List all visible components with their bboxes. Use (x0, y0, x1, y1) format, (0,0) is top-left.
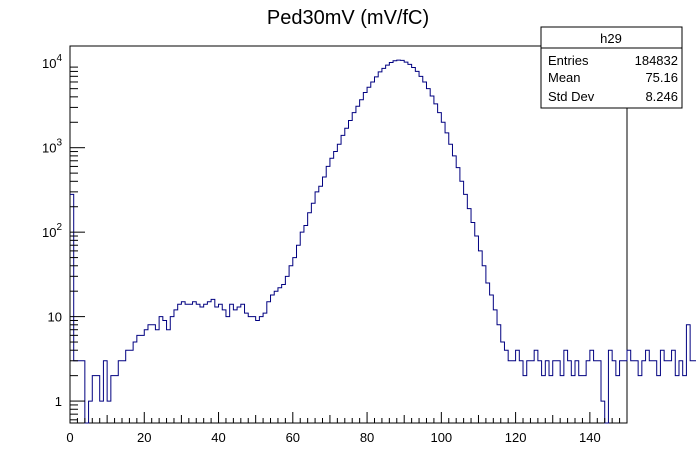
stats-histogram-name: h29 (600, 31, 622, 46)
chart-title: Ped30mV (mV/fC) (267, 7, 429, 29)
x-tick-label: 80 (360, 430, 374, 445)
plot-frame (69, 45, 628, 424)
x-tick-label: 100 (430, 430, 452, 445)
stats-entries-label: Entries (548, 53, 589, 68)
x-tick-label: 20 (137, 430, 151, 445)
y-axis: 1 10 102 103 104 (42, 53, 85, 421)
y-tick-label: 1 (55, 394, 62, 409)
y-tick-label: 102 (42, 222, 62, 240)
x-tick-label: 0 (66, 430, 73, 445)
x-tick-label: 40 (211, 430, 225, 445)
histogram-line (70, 59, 696, 424)
histogram-series (70, 59, 696, 424)
x-tick-label: 120 (505, 430, 527, 445)
y-tick-label: 10 (48, 310, 62, 325)
stats-box: h29 Entries 184832 Mean 75.16 Std Dev 8.… (540, 26, 683, 109)
stats-mean-label: Mean (548, 70, 581, 85)
y-tick-label: 103 (42, 138, 62, 156)
stats-mean-value: 75.16 (645, 70, 678, 85)
x-axis: 0 20 40 60 80 100 120 140 (66, 412, 628, 445)
x-tick-label: 140 (579, 430, 601, 445)
stats-entries-value: 184832 (635, 53, 678, 68)
x-tick-label: 60 (286, 430, 300, 445)
stats-std-label: Std Dev (548, 89, 595, 104)
stats-std-value: 8.246 (645, 89, 678, 104)
y-tick-label: 104 (42, 53, 62, 71)
stats-box-frame (540, 26, 683, 109)
